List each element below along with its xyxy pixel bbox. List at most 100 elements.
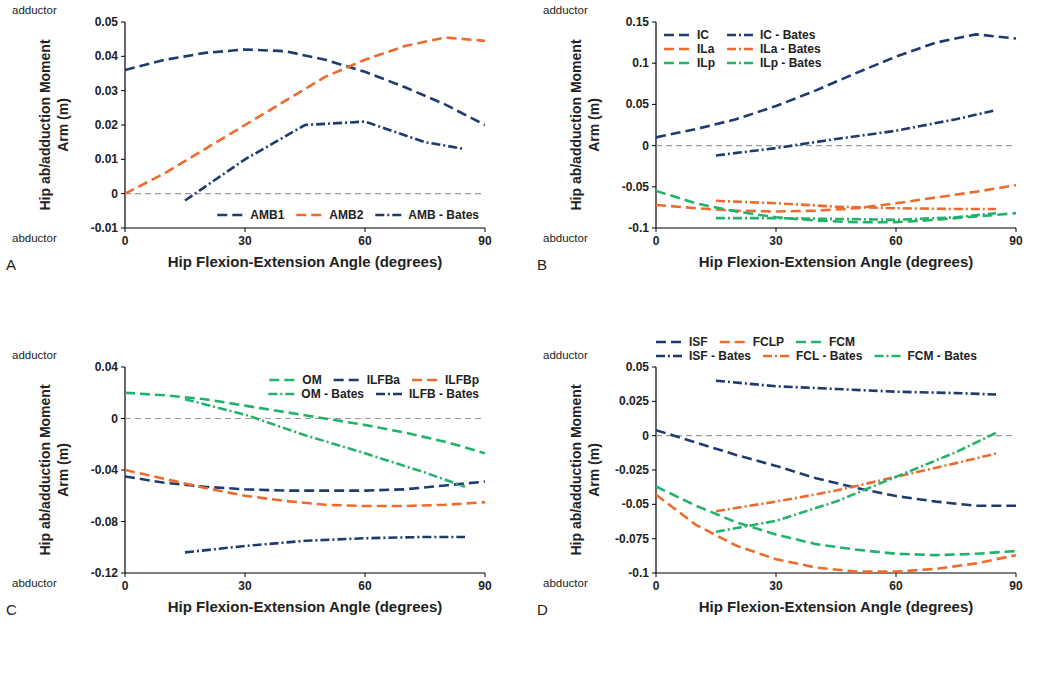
legend-label: AMB1 bbox=[250, 208, 284, 222]
legend-swatch bbox=[727, 48, 755, 51]
x-tick-label: 60 bbox=[889, 579, 903, 593]
y-tick bbox=[652, 145, 656, 146]
legend-label: FCM - Bates bbox=[908, 349, 978, 363]
legend-label: ILFB - Bates bbox=[409, 387, 479, 401]
x-tick bbox=[365, 573, 366, 577]
y-tick bbox=[652, 63, 656, 64]
x-tick bbox=[365, 228, 366, 232]
legend: AMB1AMB2AMB - Bates bbox=[217, 208, 479, 222]
legend-label: IC - Bates bbox=[760, 28, 816, 42]
y-axis-title: Hip ab/adduction Moment bbox=[568, 384, 584, 555]
legend-item: FCL - Bates bbox=[763, 349, 863, 363]
x-tick-label: 60 bbox=[358, 579, 372, 593]
y-tick bbox=[121, 90, 125, 91]
series-line bbox=[656, 185, 1016, 211]
legend-label: IC bbox=[697, 28, 709, 42]
x-axis-title: Hip Flexion-Extension Angle (degrees) bbox=[699, 253, 973, 270]
x-tick bbox=[1016, 573, 1017, 577]
y-axis-title: Arm (m) bbox=[586, 443, 602, 497]
legend-swatch bbox=[727, 62, 755, 65]
y-tick bbox=[652, 435, 656, 436]
y-tick-label: -0.08 bbox=[91, 515, 119, 529]
legend: ICILaILpIC - BatesILa - BatesILp - Bates bbox=[664, 28, 822, 70]
legend-swatch bbox=[664, 62, 692, 65]
legend-swatch bbox=[656, 341, 684, 344]
legend-item: IC - Bates bbox=[727, 28, 816, 42]
y-tick bbox=[652, 186, 656, 187]
y-tick-label: 0.04 bbox=[95, 360, 119, 374]
x-axis-title: Hip Flexion-Extension Angle (degrees) bbox=[168, 253, 442, 270]
reference-line bbox=[656, 435, 1016, 436]
series-line bbox=[656, 191, 1016, 222]
legend-item: FCM bbox=[796, 335, 855, 349]
y-tick bbox=[121, 367, 125, 368]
x-axis bbox=[125, 227, 485, 228]
x-tick bbox=[125, 573, 126, 577]
plot-area bbox=[125, 393, 485, 553]
y-tick-label: 0.05 bbox=[626, 360, 650, 374]
legend-item: FCM - Bates bbox=[875, 349, 978, 363]
legend-item: ISF - Bates bbox=[656, 349, 751, 363]
y-tick-label: 0 bbox=[111, 412, 118, 426]
series-line bbox=[656, 34, 1016, 137]
y-tick bbox=[652, 538, 656, 539]
series-line bbox=[125, 49, 485, 125]
legend-item: ILFBa bbox=[334, 373, 401, 387]
figure: 0306090-0.0100.010.020.030.040.05Hip Fle… bbox=[0, 0, 1063, 681]
series-line bbox=[125, 37, 485, 193]
y-tick-label: 0.1 bbox=[632, 56, 649, 70]
legend-swatch bbox=[217, 214, 245, 217]
x-tick-label: 0 bbox=[653, 579, 660, 593]
panel-letter: A bbox=[6, 256, 16, 273]
y-tick-label: -0.05 bbox=[622, 180, 650, 194]
series-line bbox=[716, 213, 996, 220]
plot-area bbox=[656, 34, 1016, 222]
x-tick-label: 0 bbox=[122, 234, 129, 248]
plot-area bbox=[656, 381, 1016, 572]
panel-letter: C bbox=[6, 601, 17, 618]
x-tick bbox=[245, 573, 246, 577]
x-tick bbox=[776, 228, 777, 232]
y-tick-label: 0.04 bbox=[95, 49, 119, 63]
legend-swatch bbox=[296, 214, 324, 217]
legend-item: ILp - Bates bbox=[727, 56, 822, 70]
y-axis bbox=[655, 22, 656, 228]
legend-swatch bbox=[376, 393, 404, 396]
legend-swatch bbox=[763, 355, 791, 358]
annotation: adductor bbox=[12, 4, 57, 16]
x-tick-label: 30 bbox=[238, 579, 252, 593]
y-tick bbox=[121, 22, 125, 23]
x-tick bbox=[776, 573, 777, 577]
legend-swatch bbox=[656, 355, 684, 358]
y-tick-label: 0.02 bbox=[95, 118, 119, 132]
y-tick-label: -0.1 bbox=[628, 221, 649, 235]
x-tick-label: 90 bbox=[478, 579, 492, 593]
y-tick-label: -0.075 bbox=[615, 532, 649, 546]
panel: 0306090-0.12-0.08-0.0400.04Hip Flexion-E… bbox=[6, 349, 492, 618]
x-tick-label: 30 bbox=[769, 579, 783, 593]
x-tick-label: 30 bbox=[769, 234, 783, 248]
legend-label: ILa bbox=[697, 42, 715, 56]
y-axis-title: Arm (m) bbox=[55, 443, 71, 497]
x-tick-label: 60 bbox=[889, 234, 903, 248]
annotation: abductor bbox=[543, 577, 588, 589]
reference-line bbox=[656, 145, 1016, 146]
legend-swatch bbox=[269, 379, 297, 382]
annotation: abductor bbox=[12, 232, 57, 244]
x-tick-label: 0 bbox=[122, 579, 129, 593]
legend-label: OM bbox=[302, 373, 321, 387]
legend-label: FCM bbox=[829, 335, 855, 349]
x-axis-title: Hip Flexion-Extension Angle (degrees) bbox=[168, 598, 442, 615]
legend-item: AMB - Bates bbox=[375, 208, 479, 222]
x-tick-label: 0 bbox=[653, 234, 660, 248]
series-line bbox=[185, 399, 465, 487]
annotation: adductor bbox=[12, 349, 57, 361]
series-line bbox=[125, 476, 485, 490]
legend-item: ILFB - Bates bbox=[376, 387, 479, 401]
x-axis-title: Hip Flexion-Extension Angle (degrees) bbox=[699, 598, 973, 615]
legend-label: AMB - Bates bbox=[408, 208, 479, 222]
series-line bbox=[125, 393, 485, 454]
y-axis-title: Arm (m) bbox=[55, 98, 71, 152]
series-line bbox=[656, 486, 1016, 555]
y-tick-label: 0.03 bbox=[95, 84, 119, 98]
